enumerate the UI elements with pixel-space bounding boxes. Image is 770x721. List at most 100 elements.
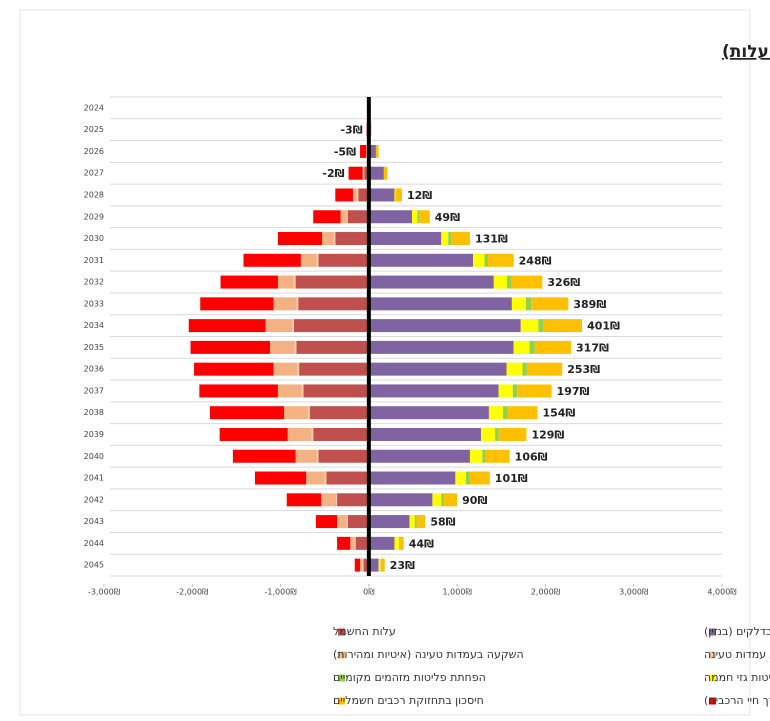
- legend-label: השקעה בעמדות טעינה (איטיות ומהירות): [333, 648, 524, 661]
- bar-segment: [529, 340, 535, 354]
- value-label: 248₪: [519, 254, 552, 267]
- value-label: 90₪: [462, 494, 487, 507]
- bar-segment: [358, 188, 369, 202]
- bar-segment: [469, 449, 483, 463]
- bar-segment: [520, 319, 539, 333]
- bar-segment: [354, 536, 356, 550]
- year-label: 2029: [84, 212, 104, 221]
- bar-segment: [277, 232, 323, 246]
- bar-segment: [498, 427, 527, 441]
- bar-segment: [368, 536, 395, 550]
- legend-label: עלות תחזוקת עמדות טעינה: [704, 648, 770, 661]
- year-label: 2043: [84, 517, 104, 526]
- x-tick-label: 0₪: [363, 588, 374, 597]
- bar-segment: [297, 362, 300, 376]
- bar-segment: [368, 406, 489, 420]
- bar-segment: [346, 210, 348, 224]
- bar-segment: [394, 536, 399, 550]
- bar-segment: [326, 471, 369, 485]
- bar-segment: [309, 406, 369, 420]
- bar-segment: [200, 297, 274, 311]
- year-label: 2042: [84, 495, 104, 504]
- bar-segment: [455, 471, 466, 485]
- year-label: 2035: [84, 343, 104, 352]
- bar-segment: [303, 384, 369, 398]
- bar-segment: [362, 558, 364, 572]
- bar-segment: [313, 210, 341, 224]
- bar-segment: [336, 493, 338, 507]
- bar-segment: [360, 558, 363, 572]
- bar-segment: [269, 340, 295, 354]
- year-label: 2026: [84, 147, 104, 156]
- legend-swatch: [338, 674, 345, 682]
- value-label: 49₪: [435, 211, 460, 224]
- year-label: 2034: [84, 321, 104, 330]
- legend-swatch: [709, 674, 716, 682]
- bar-segment: [512, 384, 518, 398]
- year-label: 2027: [84, 169, 104, 178]
- bar-segment: [507, 406, 538, 420]
- legend-swatch: [709, 651, 716, 659]
- bar-segment: [506, 362, 523, 376]
- year-label: 2024: [84, 103, 104, 112]
- bar-segment: [296, 297, 299, 311]
- bar-segment: [507, 275, 512, 289]
- bar-segment: [409, 515, 415, 529]
- legend-swatch: [338, 697, 345, 705]
- bar-segment: [301, 384, 304, 398]
- bar-segment: [368, 166, 384, 180]
- bar-segment: [493, 275, 508, 289]
- value-label: -3₪: [340, 124, 362, 137]
- bar-segment: [318, 253, 369, 267]
- bar-segment: [273, 297, 297, 311]
- bar-segment: [265, 319, 293, 333]
- legend-label: פער בעלות הרכבים (בפריסה לאורך חיי הרכבי…: [704, 694, 770, 707]
- bar-segment: [368, 144, 376, 158]
- bar-segment: [368, 362, 507, 376]
- bar-segment: [307, 406, 310, 420]
- bar-segment: [295, 275, 369, 289]
- bar-segment: [473, 253, 485, 267]
- bar-segment: [485, 449, 510, 463]
- value-label: 106₪: [515, 450, 548, 463]
- x-tick-label: 4,000₪: [707, 588, 736, 597]
- bar-segment: [322, 232, 334, 246]
- bar-segment: [543, 319, 583, 333]
- bar-segment: [294, 340, 297, 354]
- bar-segment: [368, 493, 433, 507]
- bar-segment: [414, 515, 417, 529]
- bar-segment: [254, 471, 307, 485]
- x-tick-label: 1,000₪: [443, 588, 472, 597]
- year-label: 2039: [84, 430, 104, 439]
- bar-segment: [534, 340, 572, 354]
- value-label: 326₪: [547, 276, 580, 289]
- bar-segment: [273, 362, 298, 376]
- bar-segment: [316, 449, 319, 463]
- bar-segment: [538, 319, 544, 333]
- bar-segment: [350, 536, 355, 550]
- bar-segment: [188, 319, 266, 333]
- bar-segment: [335, 232, 369, 246]
- bar-segment: [277, 275, 294, 289]
- bar-segment: [355, 536, 369, 550]
- year-label: 2025: [84, 125, 104, 134]
- bar-segment: [419, 210, 430, 224]
- year-label: 2033: [84, 299, 104, 308]
- bar-segment: [368, 558, 379, 572]
- year-label: 2041: [84, 474, 104, 483]
- value-label: 389₪: [573, 298, 606, 311]
- bar-segment: [383, 166, 388, 180]
- bar-segment: [220, 275, 278, 289]
- bar-segment: [337, 536, 351, 550]
- bar-segment: [513, 340, 530, 354]
- bar-segment: [357, 188, 359, 202]
- bar-segment: [315, 515, 338, 529]
- legend-swatch: [338, 628, 345, 636]
- bar-segment: [352, 188, 358, 202]
- bar-segment: [368, 253, 474, 267]
- year-label: 2040: [84, 452, 104, 461]
- bar-segment: [232, 449, 296, 463]
- legend-label: עלות החשמל: [333, 625, 396, 638]
- bar-segment: [522, 362, 527, 376]
- year-label: 2031: [84, 256, 104, 265]
